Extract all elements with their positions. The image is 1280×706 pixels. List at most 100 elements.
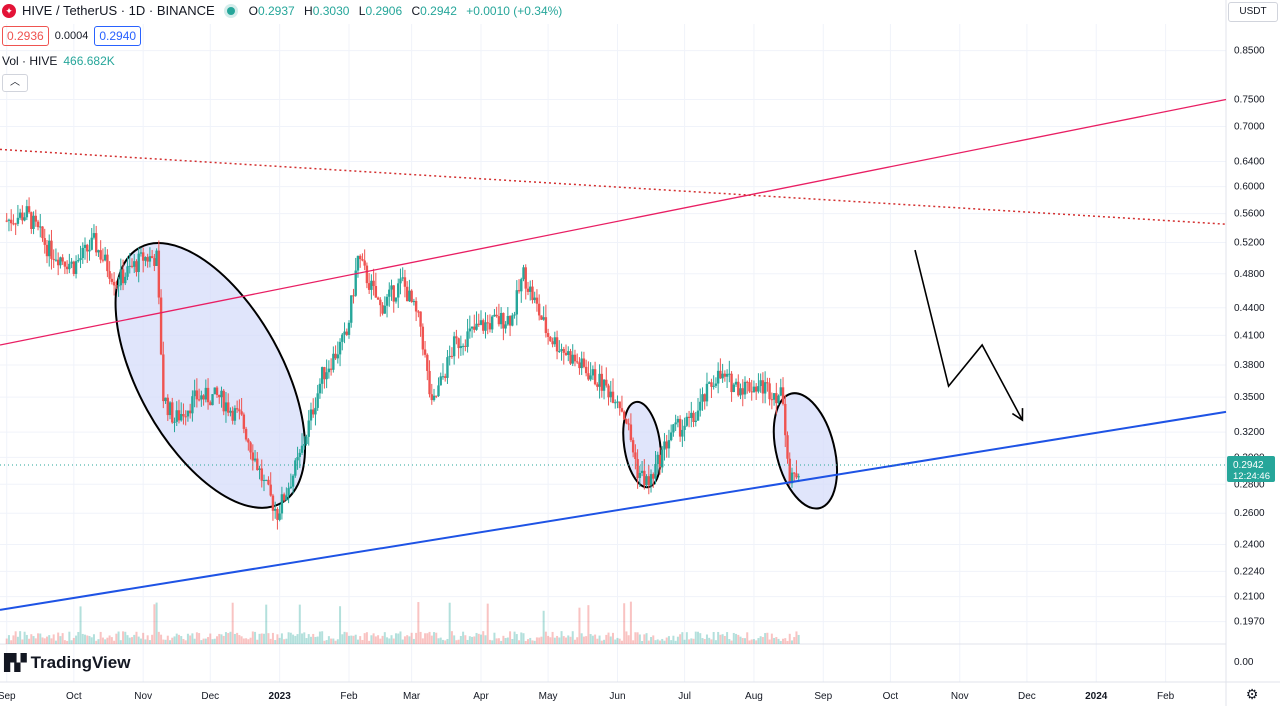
volume-bar: [57, 632, 60, 644]
volume-bar: [32, 636, 35, 644]
candle-body: [177, 410, 181, 421]
volume-bar: [560, 631, 563, 644]
candle-body: [511, 315, 514, 326]
volume-bar: [757, 638, 760, 644]
collapse-legend-button[interactable]: ︿: [2, 74, 28, 92]
last-price-label: 0.2942: [1233, 460, 1264, 471]
volume-bar: [25, 634, 28, 644]
volume-bar: [435, 632, 438, 644]
volume-bar: [14, 631, 17, 644]
candle-body: [144, 257, 147, 261]
candle-body: [712, 385, 715, 387]
volume-bar: [133, 634, 136, 644]
candle-body: [350, 295, 353, 323]
y-tick-label: 0.3800: [1234, 360, 1265, 371]
candle-body: [379, 299, 382, 306]
volume-bar: [28, 638, 31, 644]
candle-body: [571, 354, 574, 364]
candle-body: [627, 423, 630, 425]
volume-bar: [7, 635, 10, 644]
volume-bar: [513, 631, 516, 644]
volume-bar: [75, 635, 78, 644]
volume-bar: [130, 637, 133, 644]
candle-body: [687, 416, 691, 418]
volume-bar: [21, 639, 24, 644]
volume-bar: [184, 640, 187, 644]
candle-body: [721, 373, 724, 379]
volume-bar: [240, 636, 243, 644]
x-tick-label: Dec: [1018, 691, 1036, 702]
candle-body: [139, 252, 143, 254]
tradingview-logo[interactable]: ▛▞ TradingView: [4, 653, 130, 673]
volume-bar: [388, 638, 391, 644]
candle-body: [408, 290, 411, 302]
x-tick-label: May: [539, 691, 558, 702]
volume-bar: [750, 639, 753, 644]
candle-body: [694, 420, 697, 422]
highlight-ellipse: [622, 400, 662, 489]
candle-body: [439, 376, 442, 386]
open-value: 0.2937: [258, 3, 295, 18]
volume-bar: [377, 635, 380, 644]
candle-body: [537, 303, 541, 316]
symbol-row[interactable]: ✦ HIVE / TetherUS · 1D · BINANCE O0.2937…: [2, 3, 568, 18]
volume-bar: [782, 638, 785, 644]
candle-body: [576, 361, 579, 363]
tradingview-mark-icon: ▛▞: [4, 655, 27, 672]
candle-body: [126, 266, 129, 277]
candle-body: [367, 283, 371, 290]
volume-bar: [576, 637, 579, 644]
candle-body: [466, 331, 469, 347]
volume-bar: [587, 605, 590, 644]
x-tick-label: Mar: [403, 691, 421, 702]
candle-body: [240, 411, 243, 415]
candle-body: [394, 297, 398, 302]
symbol-title[interactable]: HIVE / TetherUS · 1D · BINANCE: [22, 3, 215, 18]
candle-body: [461, 345, 465, 347]
gear-icon[interactable]: ⚙: [1245, 686, 1259, 702]
candle-body: [253, 458, 257, 461]
volume-bar: [37, 633, 40, 644]
volume-bar: [61, 633, 64, 644]
volume-bar: [285, 638, 288, 644]
volume-bar: [591, 635, 594, 644]
candle-body: [276, 508, 279, 520]
volume-bar: [455, 640, 458, 644]
candle-body: [345, 331, 348, 335]
candle-body: [716, 370, 720, 384]
volume-bar: [573, 639, 576, 644]
buy-price-button[interactable]: 0.2940: [94, 26, 142, 46]
candle-body: [280, 494, 284, 514]
volume-bar: [524, 640, 527, 644]
candle-body: [696, 410, 700, 421]
candle-body: [341, 334, 344, 342]
volume-bar: [739, 636, 742, 644]
volume-bar: [417, 602, 420, 644]
candle-body: [484, 322, 487, 331]
market-status-icon[interactable]: [226, 6, 235, 15]
volume-bar: [419, 631, 422, 644]
candle-body: [381, 305, 384, 314]
volume-bar: [198, 633, 201, 644]
volume-bar: [714, 640, 717, 644]
volume-bar: [761, 637, 764, 644]
candle-body: [273, 508, 277, 511]
candle-body: [546, 333, 550, 337]
spread-value: 0.0004: [54, 30, 89, 42]
candle-body: [90, 237, 93, 250]
sell-price-button[interactable]: 0.2936: [2, 26, 49, 46]
volume-bar: [173, 636, 176, 644]
volume-bar: [148, 640, 151, 644]
volume-bar: [309, 636, 312, 644]
candle-body: [499, 312, 503, 325]
volume-bar: [647, 640, 650, 644]
candle-body: [723, 373, 727, 377]
volume-bar: [23, 631, 26, 644]
volume-bar: [562, 636, 565, 644]
volume-axis-label: 0.00: [1234, 657, 1254, 668]
volume-bar: [462, 631, 465, 644]
volume-bar: [318, 631, 321, 644]
candle-body: [108, 271, 111, 279]
currency-selector[interactable]: USDT: [1228, 2, 1278, 22]
